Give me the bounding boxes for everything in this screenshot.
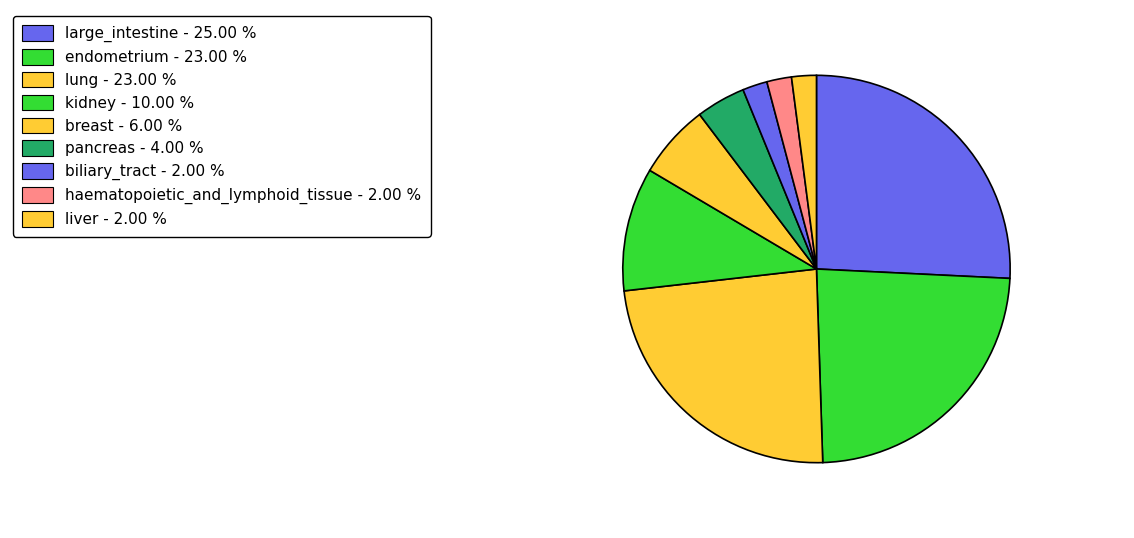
- Wedge shape: [700, 90, 816, 269]
- Wedge shape: [767, 77, 816, 269]
- Wedge shape: [623, 171, 816, 291]
- Wedge shape: [816, 75, 1010, 278]
- Wedge shape: [624, 269, 823, 463]
- Wedge shape: [816, 269, 1010, 463]
- Legend: large_intestine - 25.00 %, endometrium - 23.00 %, lung - 23.00 %, kidney - 10.00: large_intestine - 25.00 %, endometrium -…: [14, 16, 431, 237]
- Wedge shape: [792, 75, 816, 269]
- Wedge shape: [743, 82, 816, 269]
- Wedge shape: [650, 115, 816, 269]
